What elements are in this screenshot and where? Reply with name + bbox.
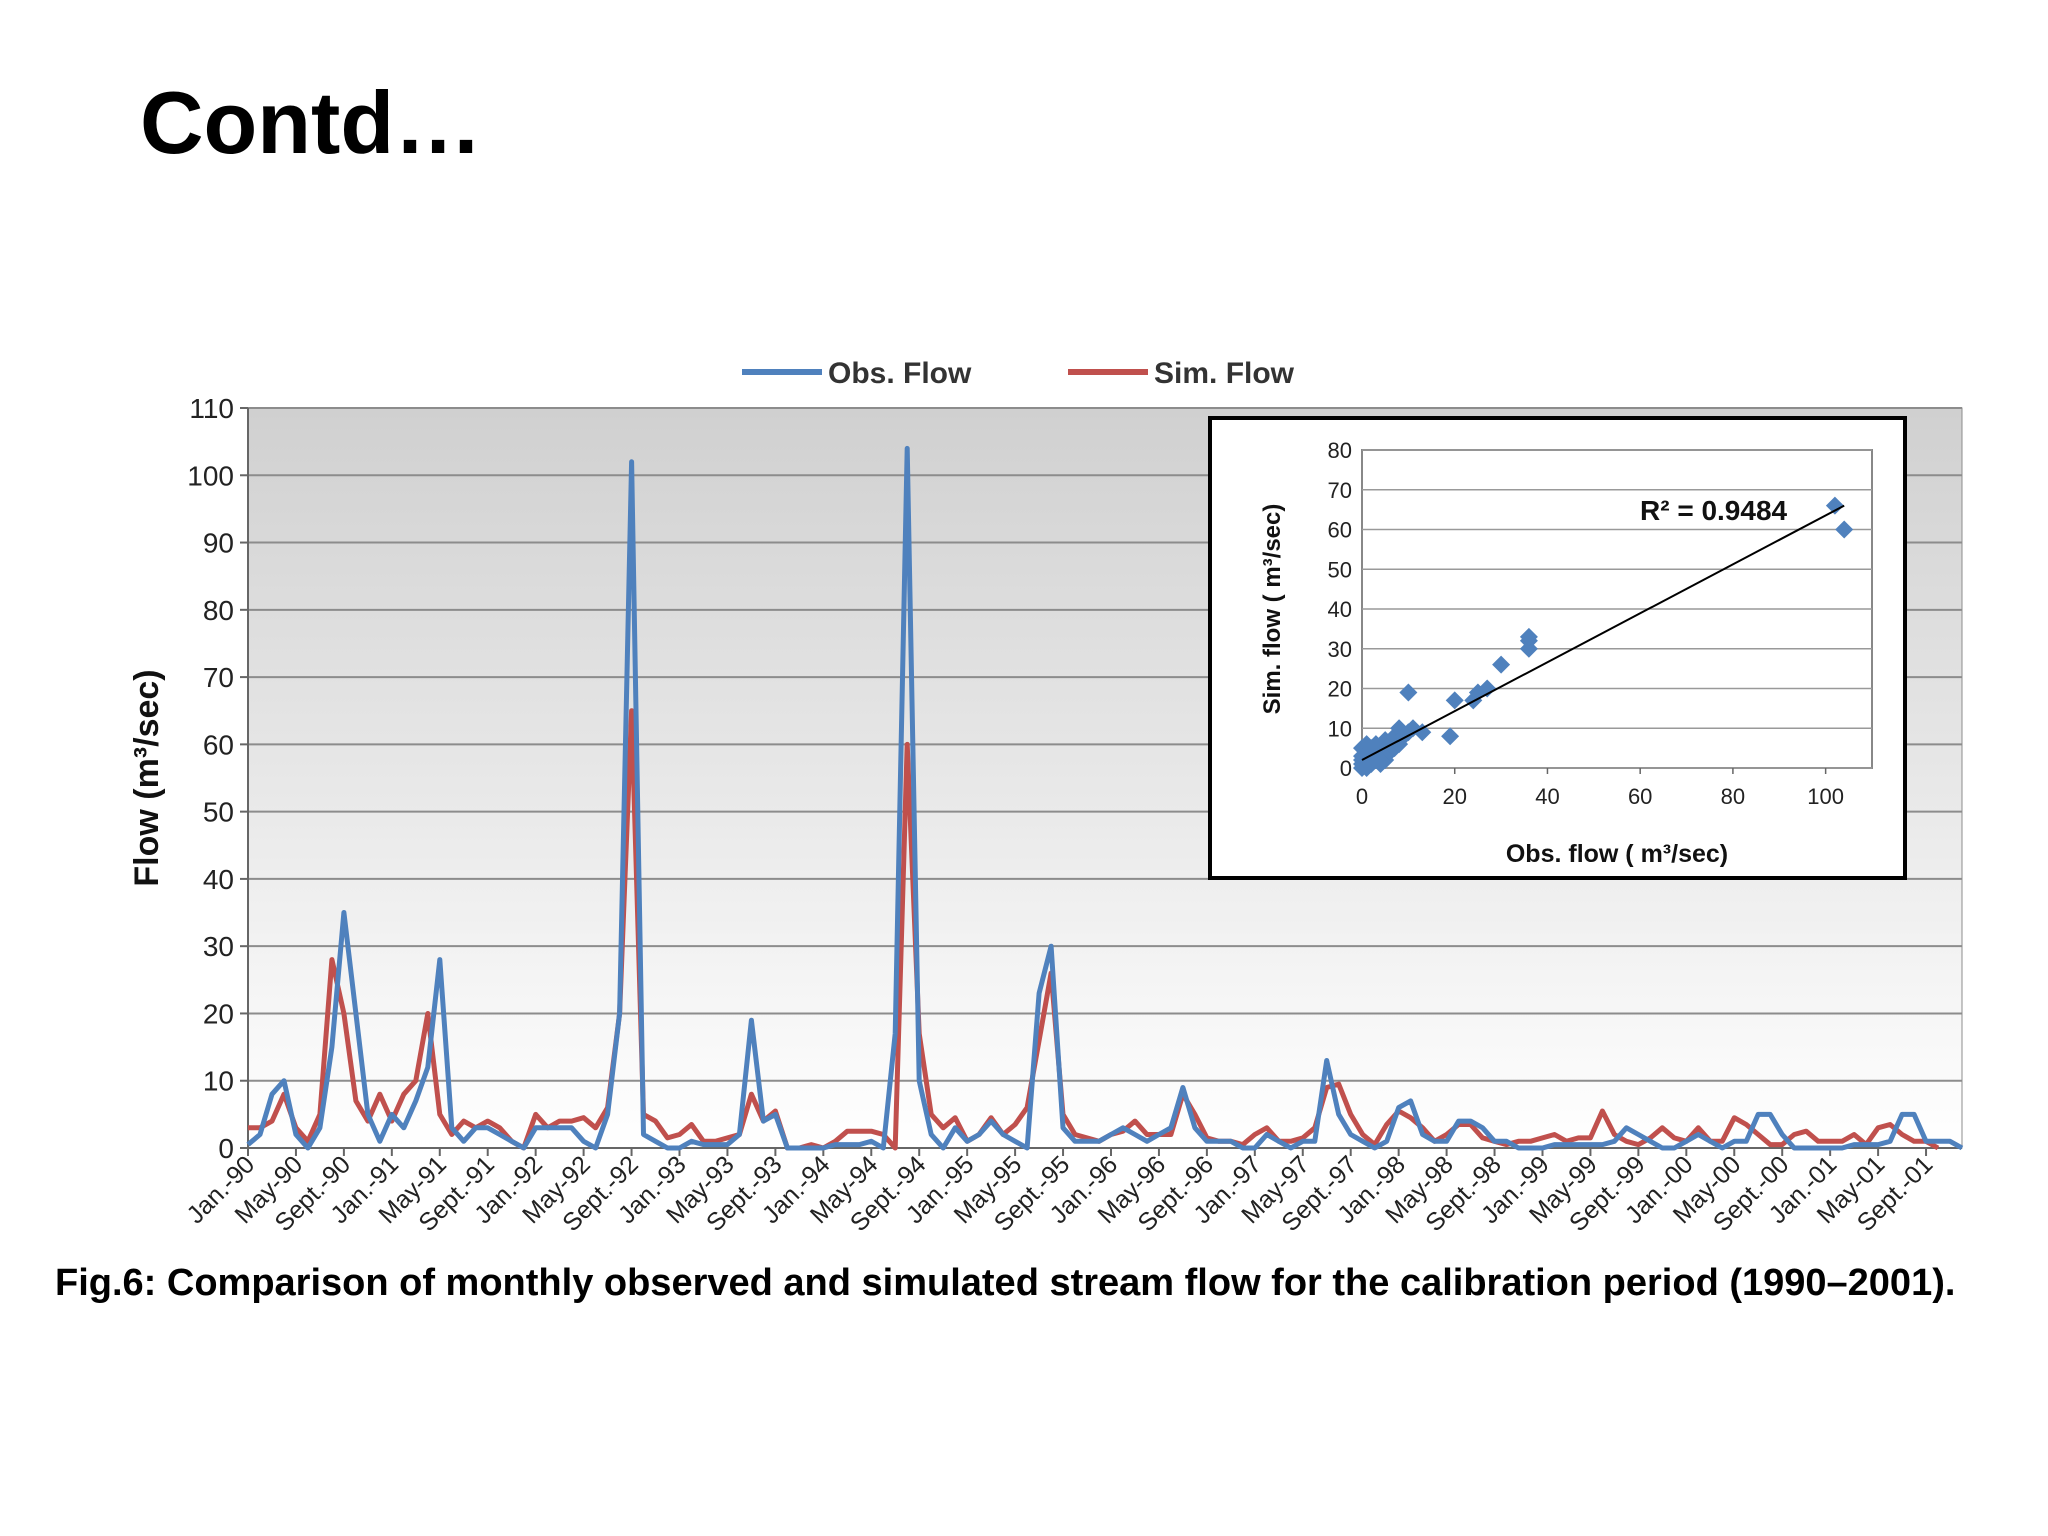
y-tick-label: 90	[203, 528, 234, 559]
y-tick-label: 110	[189, 393, 234, 424]
y-tick-label: 100	[187, 460, 234, 491]
y-tick-label: 70	[203, 662, 234, 693]
inset-x-tick-label: 100	[1807, 784, 1844, 809]
y-tick-label: 20	[203, 998, 234, 1029]
inset-x-tick-label: 20	[1442, 784, 1466, 809]
scatter-point	[1399, 683, 1418, 702]
x-tick-labels: Jan.-90May-90Sept.-90Jan.-91May-91Sept.-…	[181, 1150, 1938, 1237]
inset-y-tick-label: 80	[1328, 438, 1352, 463]
inset-tick-labels: 0 10 20 30 40 50 60 70 80 0 20 40 60 80 100	[1328, 438, 1844, 809]
inset-x-tick-label: 80	[1721, 784, 1745, 809]
inset-y-tick-label: 40	[1328, 597, 1352, 622]
inset-y-tick-label: 70	[1328, 478, 1352, 503]
scatter-point	[1441, 727, 1460, 746]
inset-points	[1353, 496, 1854, 777]
y-tick-label: 50	[203, 797, 234, 828]
series-lines	[246, 445, 1964, 1151]
inset-x-tick-label: 0	[1356, 784, 1368, 809]
scatter-point	[1825, 496, 1844, 515]
r-squared-annotation: R² = 0.9484	[1640, 495, 1788, 526]
inset-y-tick-label: 30	[1328, 637, 1352, 662]
inset-y-tick-label: 50	[1328, 557, 1352, 582]
scatter-point	[1835, 520, 1854, 539]
y-tick-labels: 0 10 20 30 40 50 60 70 80 90 100 110	[187, 393, 234, 1164]
scatter-point	[1445, 691, 1464, 710]
inset-x-axis-label: Obs. flow ( m³/sec)	[1506, 840, 1728, 868]
slide-title: Contd…	[140, 73, 483, 172]
y-tick-label: 60	[203, 729, 234, 760]
legend-label: Obs. Flow	[828, 357, 972, 390]
inset-x-tick-label: 40	[1535, 784, 1559, 809]
inset-y-tick-label: 20	[1328, 677, 1352, 702]
inset-y-tick-label: 0	[1340, 756, 1352, 781]
inset-y-axis-label: Sim. flow ( m³/sec)	[1259, 504, 1286, 715]
y-tick-label: 40	[203, 864, 234, 895]
inset-gridlines	[1361, 449, 1872, 774]
trendline	[1361, 504, 1845, 761]
scatter-point	[1492, 655, 1511, 674]
legend-label: Sim. Flow	[1154, 357, 1295, 390]
figure-caption: Fig.6: Comparison of monthly observed an…	[55, 1262, 1956, 1304]
y-axis-label: Flow (m³/sec)	[128, 669, 166, 886]
legend: Obs. Flow Sim. Flow	[742, 357, 1295, 390]
y-tick-label: 10	[203, 1066, 234, 1097]
scatter-point	[1478, 679, 1497, 698]
scatter-point	[1413, 723, 1432, 742]
inset-x-tick-label: 60	[1628, 784, 1652, 809]
inset-y-tick-label: 60	[1328, 518, 1352, 543]
inset-scatter-chart: 0 10 20 30 40 50 60 70 80 0 20 40 60 80 100 R² = 0.948…	[1208, 416, 1907, 880]
y-tick-label: 30	[203, 931, 234, 962]
y-tick-label: 80	[203, 595, 234, 626]
series-line-obs-flow	[246, 445, 1964, 1151]
y-tick-label: 0	[218, 1133, 234, 1164]
scatter-point	[1519, 627, 1538, 646]
inset-y-tick-label: 10	[1328, 716, 1352, 741]
